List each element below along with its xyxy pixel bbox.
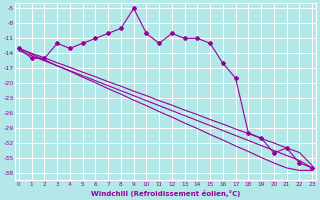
X-axis label: Windchill (Refroidissement éolien,°C): Windchill (Refroidissement éolien,°C) xyxy=(91,190,240,197)
